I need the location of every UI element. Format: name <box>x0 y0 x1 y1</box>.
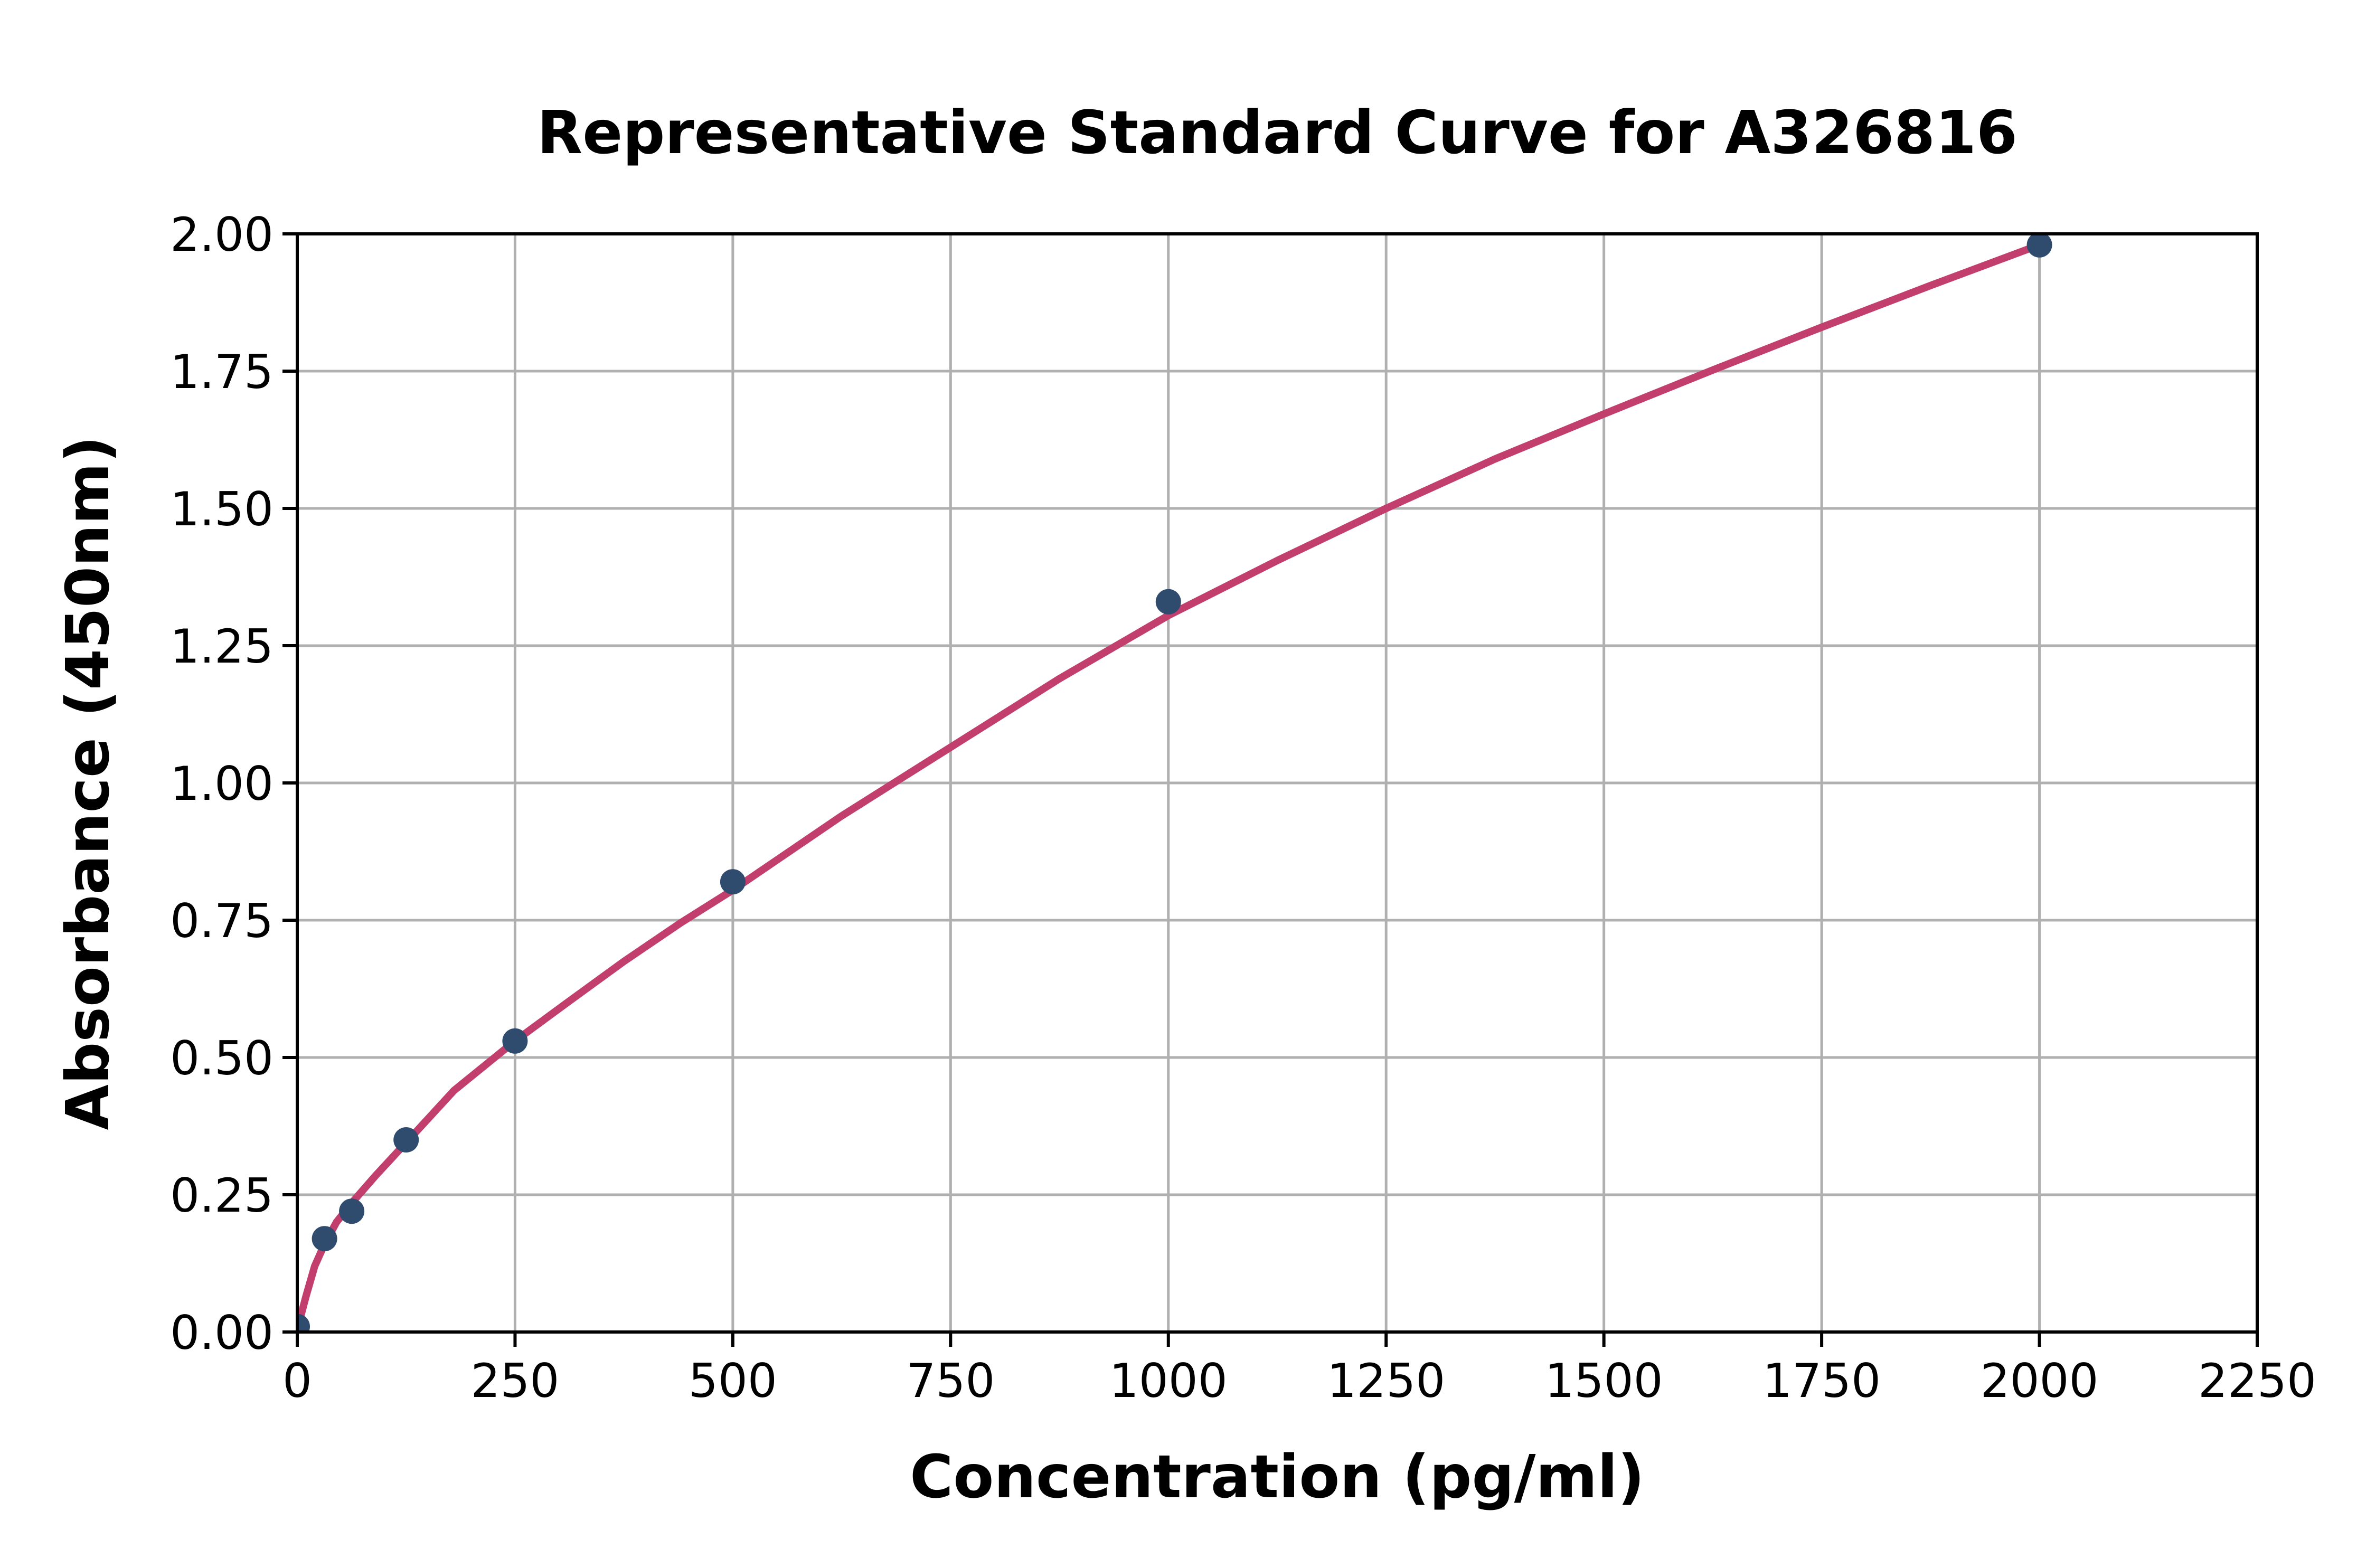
y-tick-label: 0.50 <box>170 1031 274 1085</box>
x-tick-label: 1000 <box>1109 1354 1228 1408</box>
x-tick-label: 750 <box>906 1354 995 1408</box>
axis-ticks <box>282 232 2259 1347</box>
x-tick-label: 1750 <box>1762 1354 1881 1408</box>
y-tick-label: 0.00 <box>170 1306 274 1360</box>
standard-data-point <box>339 1198 365 1224</box>
standard-data-point <box>1155 589 1181 615</box>
x-tick-label: 1250 <box>1327 1354 1445 1408</box>
data-points <box>297 234 2052 1332</box>
y-tick-label: 1.25 <box>170 619 274 674</box>
y-tick-label: 1.75 <box>170 345 274 399</box>
chart-title: Representative Standard Curve for A32681… <box>537 99 2017 167</box>
y-tick-label: 1.00 <box>170 757 274 811</box>
y-tick-label: 0.75 <box>170 894 274 948</box>
y-axis-label: Absorbance (450nm) <box>54 436 122 1130</box>
standard-data-point <box>297 1314 310 1332</box>
fitted-curve-line <box>297 241 2043 1332</box>
y-tick-label: 0.25 <box>170 1168 274 1223</box>
x-tick-label: 500 <box>689 1354 777 1408</box>
x-axis-label: Concentration (pg/ml) <box>910 1443 1645 1512</box>
standard-data-point <box>502 1028 528 1054</box>
standard-data-point <box>393 1127 419 1153</box>
x-tick-label: 2250 <box>2198 1354 2316 1408</box>
standard-data-point <box>2026 234 2052 258</box>
x-tick-label: 250 <box>470 1354 559 1408</box>
standard-data-point <box>312 1226 337 1252</box>
gridlines <box>297 232 2259 1332</box>
y-tick-label: 1.50 <box>170 482 274 536</box>
x-tick-label: 1500 <box>1545 1354 1663 1408</box>
x-tick-label: 0 <box>282 1354 312 1408</box>
x-tick-label: 2000 <box>1981 1354 2099 1408</box>
axis-tick-labels: 0 250 500 750 1000 1250 1500 1750 2000 2250 0.00 0.… <box>170 207 2316 1408</box>
y-tick-label: 2.00 <box>170 207 274 262</box>
standard-data-point <box>720 869 746 895</box>
